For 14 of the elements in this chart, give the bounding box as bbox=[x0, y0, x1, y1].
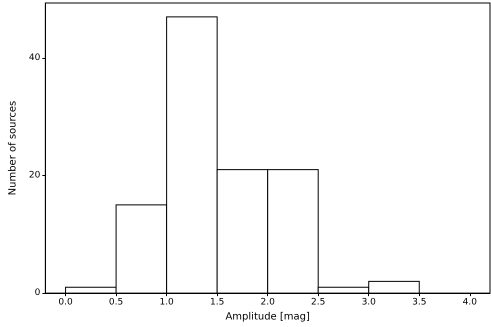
y-tick-label: 0 bbox=[34, 288, 41, 298]
x-axis-title: Amplitude [mag] bbox=[225, 312, 310, 322]
x-tick-label: 0.0 bbox=[58, 298, 73, 308]
x-tick-label: 1.5 bbox=[210, 298, 224, 308]
y-tick-label: 20 bbox=[28, 170, 41, 181]
x-tick-label: 0.5 bbox=[108, 298, 124, 308]
y-tick-label: 40 bbox=[28, 52, 41, 63]
x-tick-label: 2.5 bbox=[311, 298, 326, 308]
x-tick-label: 3.0 bbox=[362, 298, 376, 308]
x-tick-label: 1.0 bbox=[159, 298, 174, 308]
x-tick-label: 4.0 bbox=[462, 298, 478, 308]
x-tick-label: 2.0 bbox=[260, 298, 276, 308]
x-tick-label: 3.5 bbox=[412, 298, 426, 308]
y-axis-title: Number of sources bbox=[8, 100, 18, 196]
